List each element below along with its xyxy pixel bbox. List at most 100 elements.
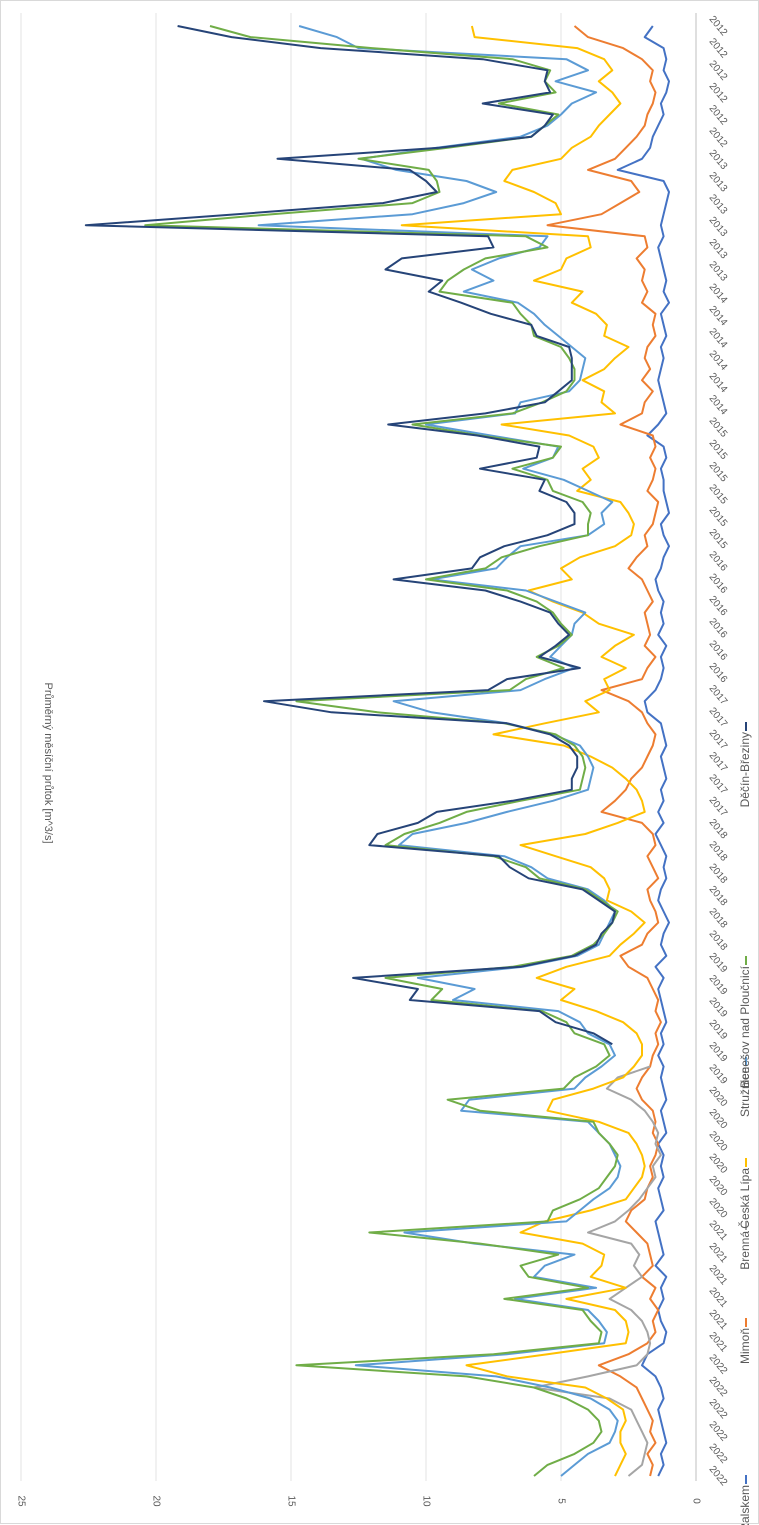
x-tick-label: 2018 xyxy=(707,929,730,953)
legend-item-4: Stružnice xyxy=(738,1057,752,1117)
x-axis: 2012201220122012201220122013201320132013… xyxy=(707,14,730,1488)
x-tick-label: 2013 xyxy=(707,192,730,216)
x-tick-label: 2016 xyxy=(707,549,730,573)
x-tick-label: 2019 xyxy=(707,996,730,1020)
x-tick-label: 2020 xyxy=(707,1107,730,1131)
y-tick-label: 10 xyxy=(420,1495,431,1507)
x-tick-label: 2014 xyxy=(707,326,730,350)
x-tick-label: 2019 xyxy=(707,1062,730,1086)
x-tick-label: 2017 xyxy=(707,706,730,730)
legend-label: Mimoň xyxy=(738,1328,752,1364)
x-tick-label: 2019 xyxy=(707,951,730,975)
x-tick-label: 2015 xyxy=(707,438,730,462)
legend-item-3: Česká Lípa xyxy=(737,1158,752,1229)
x-tick-label: 2021 xyxy=(707,1330,730,1354)
x-tick-label: 2022 xyxy=(707,1419,730,1443)
series-line-2 xyxy=(533,1065,662,1477)
x-tick-label: 2012 xyxy=(707,14,730,38)
y-tick-label: 5 xyxy=(555,1498,566,1504)
series-line-4 xyxy=(257,25,622,1477)
x-tick-label: 2013 xyxy=(707,170,730,194)
x-tick-label: 2015 xyxy=(707,416,730,440)
x-tick-label: 2016 xyxy=(707,572,730,596)
x-tick-label: 2016 xyxy=(707,594,730,618)
legend-item-2: Brenná xyxy=(738,1221,752,1270)
x-tick-label: 2021 xyxy=(707,1263,730,1287)
y-tick-label: 15 xyxy=(285,1495,296,1507)
x-tick-label: 2015 xyxy=(707,482,730,506)
x-tick-label: 2017 xyxy=(707,750,730,774)
legend-label: Stráž pod Ralskem xyxy=(738,1485,752,1525)
x-tick-label: 2016 xyxy=(707,616,730,640)
x-tick-label: 2022 xyxy=(707,1442,730,1466)
legend-label: Brenná xyxy=(738,1231,752,1270)
y-tick-label: 25 xyxy=(15,1495,26,1507)
x-tick-label: 2018 xyxy=(707,817,730,841)
x-tick-label: 2019 xyxy=(707,973,730,997)
series-line-0 xyxy=(616,25,670,1477)
legend-item-5: Benešov nad Ploučnicí xyxy=(738,956,752,1088)
legend-label: Děčín-Březiny xyxy=(738,732,752,807)
x-tick-label: 2021 xyxy=(707,1286,730,1310)
x-tick-label: 2015 xyxy=(707,460,730,484)
x-tick-label: 2013 xyxy=(707,215,730,239)
x-tick-label: 2021 xyxy=(707,1308,730,1332)
x-tick-label: 2016 xyxy=(707,661,730,685)
y-tick-label: 0 xyxy=(690,1498,701,1504)
x-tick-label: 2021 xyxy=(707,1219,730,1243)
x-tick-label: 2014 xyxy=(707,282,730,306)
legend-label: Česká Lípa xyxy=(737,1168,752,1229)
x-tick-label: 2018 xyxy=(707,906,730,930)
x-tick-label: 2012 xyxy=(707,126,730,150)
x-tick-label: 2015 xyxy=(707,505,730,529)
x-tick-label: 2022 xyxy=(707,1397,730,1421)
x-tick-label: 2012 xyxy=(707,59,730,83)
y-axis-title: Průměrný měsíční průtok [m^3/s] xyxy=(42,682,54,843)
x-tick-label: 2022 xyxy=(707,1464,730,1488)
x-tick-label: 2022 xyxy=(707,1375,730,1399)
x-tick-label: 2012 xyxy=(707,103,730,127)
x-tick-label: 2017 xyxy=(707,795,730,819)
x-tick-label: 2018 xyxy=(707,839,730,863)
legend-label: Stružnice xyxy=(738,1067,752,1117)
x-tick-label: 2012 xyxy=(707,36,730,60)
legend-item-0: Stráž pod Ralskem xyxy=(738,1475,752,1525)
y-tick-label: 20 xyxy=(150,1495,161,1507)
x-tick-label: 2018 xyxy=(707,862,730,886)
legend-label: Benešov nad Ploučnicí xyxy=(738,965,752,1088)
x-tick-label: 2014 xyxy=(707,393,730,417)
x-tick-label: 2017 xyxy=(707,683,730,707)
x-tick-label: 2013 xyxy=(707,237,730,261)
x-tick-label: 2014 xyxy=(707,349,730,373)
x-tick-label: 2022 xyxy=(707,1352,730,1376)
x-tick-label: 2014 xyxy=(707,371,730,395)
plot-area xyxy=(20,13,697,1481)
x-tick-label: 2016 xyxy=(707,639,730,663)
x-tick-label: 2014 xyxy=(707,304,730,328)
y-axis: 0 5 10 15 20 25 xyxy=(15,1495,701,1507)
x-tick-label: 2013 xyxy=(707,148,730,172)
x-tick-label: 2013 xyxy=(707,259,730,283)
legend-item-6: Děčín-Březiny xyxy=(738,722,752,807)
x-tick-label: 2018 xyxy=(707,884,730,908)
series-line-3 xyxy=(400,25,646,1477)
x-tick-label: 2021 xyxy=(707,1241,730,1265)
x-tick-label: 2020 xyxy=(707,1152,730,1176)
x-tick-label: 2020 xyxy=(707,1129,730,1153)
legend-item-1: Mimoň xyxy=(738,1318,752,1364)
x-tick-label: 2019 xyxy=(707,1040,730,1064)
legend: Stráž pod Ralskem Mimoň Brenná Česká Lípa St… xyxy=(737,722,752,1525)
x-tick-label: 2012 xyxy=(707,81,730,105)
series-line-1 xyxy=(546,25,662,1477)
x-tick-label: 2015 xyxy=(707,527,730,551)
x-tick-label: 2020 xyxy=(707,1196,730,1220)
x-tick-label: 2017 xyxy=(707,772,730,796)
x-tick-label: 2020 xyxy=(707,1085,730,1109)
series-line-5 xyxy=(144,25,619,1477)
series-line-6 xyxy=(84,25,616,1046)
x-tick-label: 2020 xyxy=(707,1174,730,1198)
x-tick-label: 2017 xyxy=(707,728,730,752)
x-tick-label: 2019 xyxy=(707,1018,730,1042)
